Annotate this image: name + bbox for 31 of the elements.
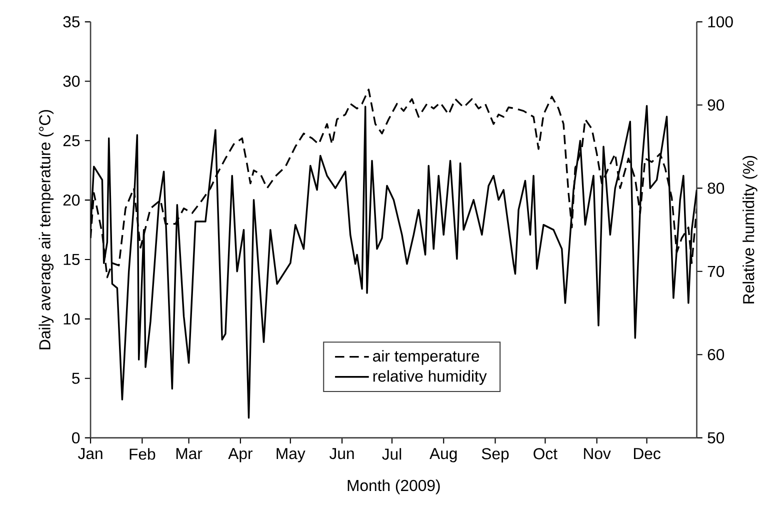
y-tick-label: 35 xyxy=(63,16,80,28)
y2-tick-label: 70 xyxy=(708,266,724,277)
x-tick-label: Jul xyxy=(382,448,402,460)
x-tick-label: Jan xyxy=(78,448,102,460)
y-axis-title: Daily average air temperature (°C) xyxy=(38,110,54,350)
x-tick-label: Oct xyxy=(534,448,558,460)
x-tick-label: Feb xyxy=(130,448,156,460)
x-tick-label: Nov xyxy=(584,448,611,460)
y-tick-label: 0 xyxy=(72,432,80,444)
y2-axis-title: Relative humidity (%) xyxy=(742,156,758,304)
x-tick-label: Sep xyxy=(482,448,509,462)
y2-tick-label: 100 xyxy=(708,16,733,28)
x-tick-label: Jun xyxy=(329,448,354,460)
y2-tick-label: 50 xyxy=(708,432,724,444)
y2-tick-label: 80 xyxy=(708,182,724,194)
legend-label: air temperature xyxy=(373,350,480,365)
y-tick-label: 10 xyxy=(64,313,80,325)
y-tick-label: 25 xyxy=(63,135,80,146)
y2-tick-label: 90 xyxy=(708,99,724,111)
x-tick-label: Mar xyxy=(176,448,202,460)
y-tick-label: 15 xyxy=(64,254,80,265)
x-tick-label: Dec xyxy=(634,448,660,460)
y2-tick-label: 60 xyxy=(708,348,724,360)
x-tick-label: May xyxy=(276,448,306,462)
y-tick-label: 20 xyxy=(63,194,80,206)
y-tick-label: 30 xyxy=(63,76,80,87)
y-tick-label: 5 xyxy=(72,372,80,384)
x-axis-title: Month (2009) xyxy=(348,479,440,494)
x-tick-label: Aug xyxy=(430,448,457,462)
legend-label: relative humidity xyxy=(373,370,487,385)
x-tick-label: Apr xyxy=(228,448,252,462)
